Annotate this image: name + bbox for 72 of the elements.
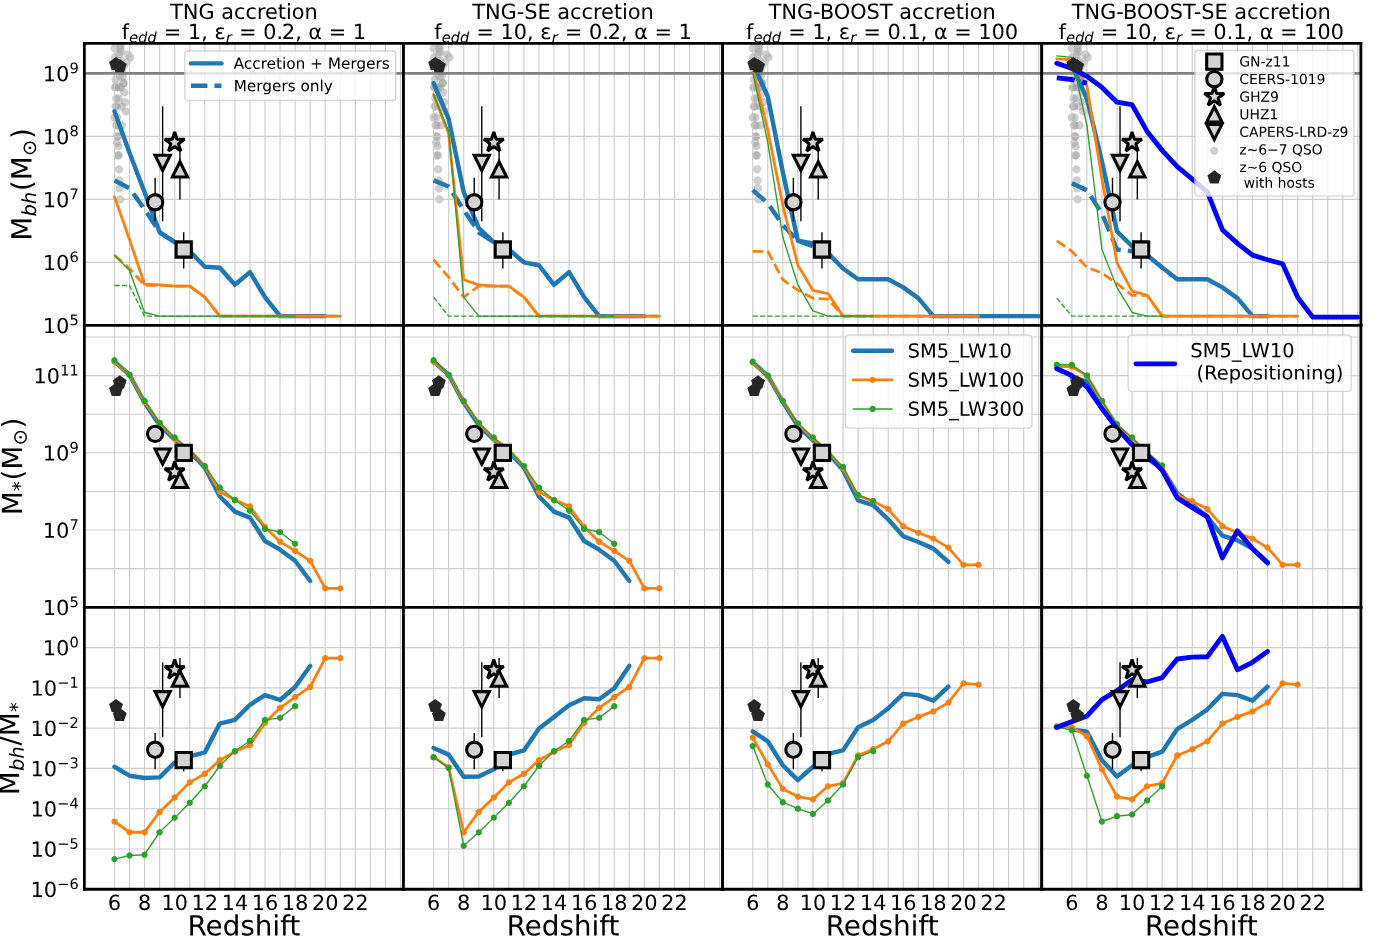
x-tick-label: 10 (482, 894, 506, 911)
x-axis-title: Redshift (509, 914, 619, 936)
x-tick-label: 12 (832, 894, 855, 910)
x-tick-label: 10 (801, 894, 825, 911)
x-tick-label: 22 (662, 894, 686, 910)
y-tick-label: 10$^{6}$ (45, 251, 78, 271)
legend-label: CEERS-1019 (1240, 73, 1325, 85)
x-tick-label: 6 (109, 894, 120, 911)
x-tick-label: 16 (573, 894, 597, 911)
y-tick-label: 10$^{9}$ (45, 62, 78, 82)
x-tick-label: 10 (163, 894, 187, 911)
chart-title: TNG accretion f$_{edd}$ = 1, ε$_{r}$ = 0.2, α = 1 (122, 3, 365, 43)
y-tick-label: 10$^{5}$ (45, 596, 78, 616)
x-tick-label: 18 (1241, 894, 1265, 911)
legend-label: GHZ9 (1240, 91, 1278, 102)
x-tick-label: 22 (981, 894, 1005, 910)
y-tick-label: 10$^{−3}$ (32, 757, 78, 777)
x-tick-label: 18 (922, 894, 946, 911)
x-tick-label: 14 (862, 894, 886, 910)
y-tick-label: 10$^{7}$ (45, 188, 78, 208)
y-axis-title: M$_{*}$(M$_{⊙}$) (1, 419, 27, 513)
x-tick-label: 20 (1270, 894, 1295, 911)
x-axis-title: Redshift (828, 914, 938, 936)
y-tick-label: 10$^{7}$ (45, 519, 78, 539)
y-tick-label: 10$^{−6}$ (32, 878, 78, 898)
legend-label: SM5_LW10 (908, 343, 1011, 363)
x-axis-title: Redshift (1147, 914, 1258, 936)
legend-label: GN-z11 (1240, 56, 1290, 67)
legend-label: SM5_LW10 (Repositioning) (1191, 342, 1342, 384)
x-tick-label: 14 (223, 894, 247, 910)
y-tick-label: 10$^{8}$ (45, 125, 78, 145)
x-tick-label: 22 (343, 894, 367, 910)
x-tick-label: 12 (512, 894, 536, 910)
x-axis-title: Redshift (190, 914, 300, 936)
legend-label: CAPERS-LRD-z9 (1240, 126, 1348, 138)
y-tick-label: 10$^{11}$ (35, 364, 78, 384)
legend-label: SM5_LW100 (908, 372, 1023, 392)
legend-label: Accretion + Mergers (233, 57, 389, 72)
x-tick-label: 20 (313, 894, 338, 911)
y-tick-label: 10$^{−1}$ (32, 677, 78, 696)
x-tick-label: 16 (1211, 894, 1235, 911)
x-tick-label: 12 (193, 894, 216, 910)
x-tick-label: 18 (284, 894, 307, 911)
x-tick-label: 10 (1121, 894, 1144, 911)
x-tick-label: 6 (428, 894, 439, 911)
y-tick-label: 10$^{9}$ (45, 441, 78, 461)
y-tick-label: 10$^{−5}$ (32, 838, 78, 858)
y-axis-title: M$_{bh}$(M$_{⊙}$) (10, 130, 37, 239)
legend-label: z~6 QSO with hosts (1239, 161, 1315, 188)
x-tick-label: 6 (1066, 894, 1078, 911)
x-tick-label: 16 (254, 894, 277, 911)
x-tick-label: 8 (139, 894, 150, 911)
legend-label: UHZ1 (1240, 109, 1277, 120)
x-tick-label: 8 (458, 894, 469, 911)
x-tick-label: 18 (603, 894, 627, 911)
x-tick-label: 14 (1181, 894, 1205, 910)
x-tick-label: 16 (892, 894, 916, 911)
x-tick-label: 8 (1096, 894, 1108, 911)
legend-label: Mergers only (235, 79, 333, 95)
x-tick-label: 20 (632, 894, 657, 911)
legend-label: SM5_LW300 (908, 401, 1023, 421)
x-tick-label: 12 (1151, 894, 1174, 910)
y-tick-label: 10$^{0}$ (45, 636, 78, 656)
y-tick-label: 10$^{−4}$ (32, 797, 78, 817)
x-tick-label: 14 (543, 894, 567, 910)
legend-label: z∼6−7 QSO (1239, 144, 1322, 157)
x-tick-label: 8 (777, 894, 789, 911)
x-tick-label: 6 (747, 894, 759, 911)
y-tick-label: 10$^{−2}$ (32, 717, 78, 737)
y-tick-label: 10$^{5}$ (45, 314, 78, 334)
x-tick-label: 22 (1300, 894, 1324, 910)
x-tick-label: 20 (951, 894, 976, 911)
